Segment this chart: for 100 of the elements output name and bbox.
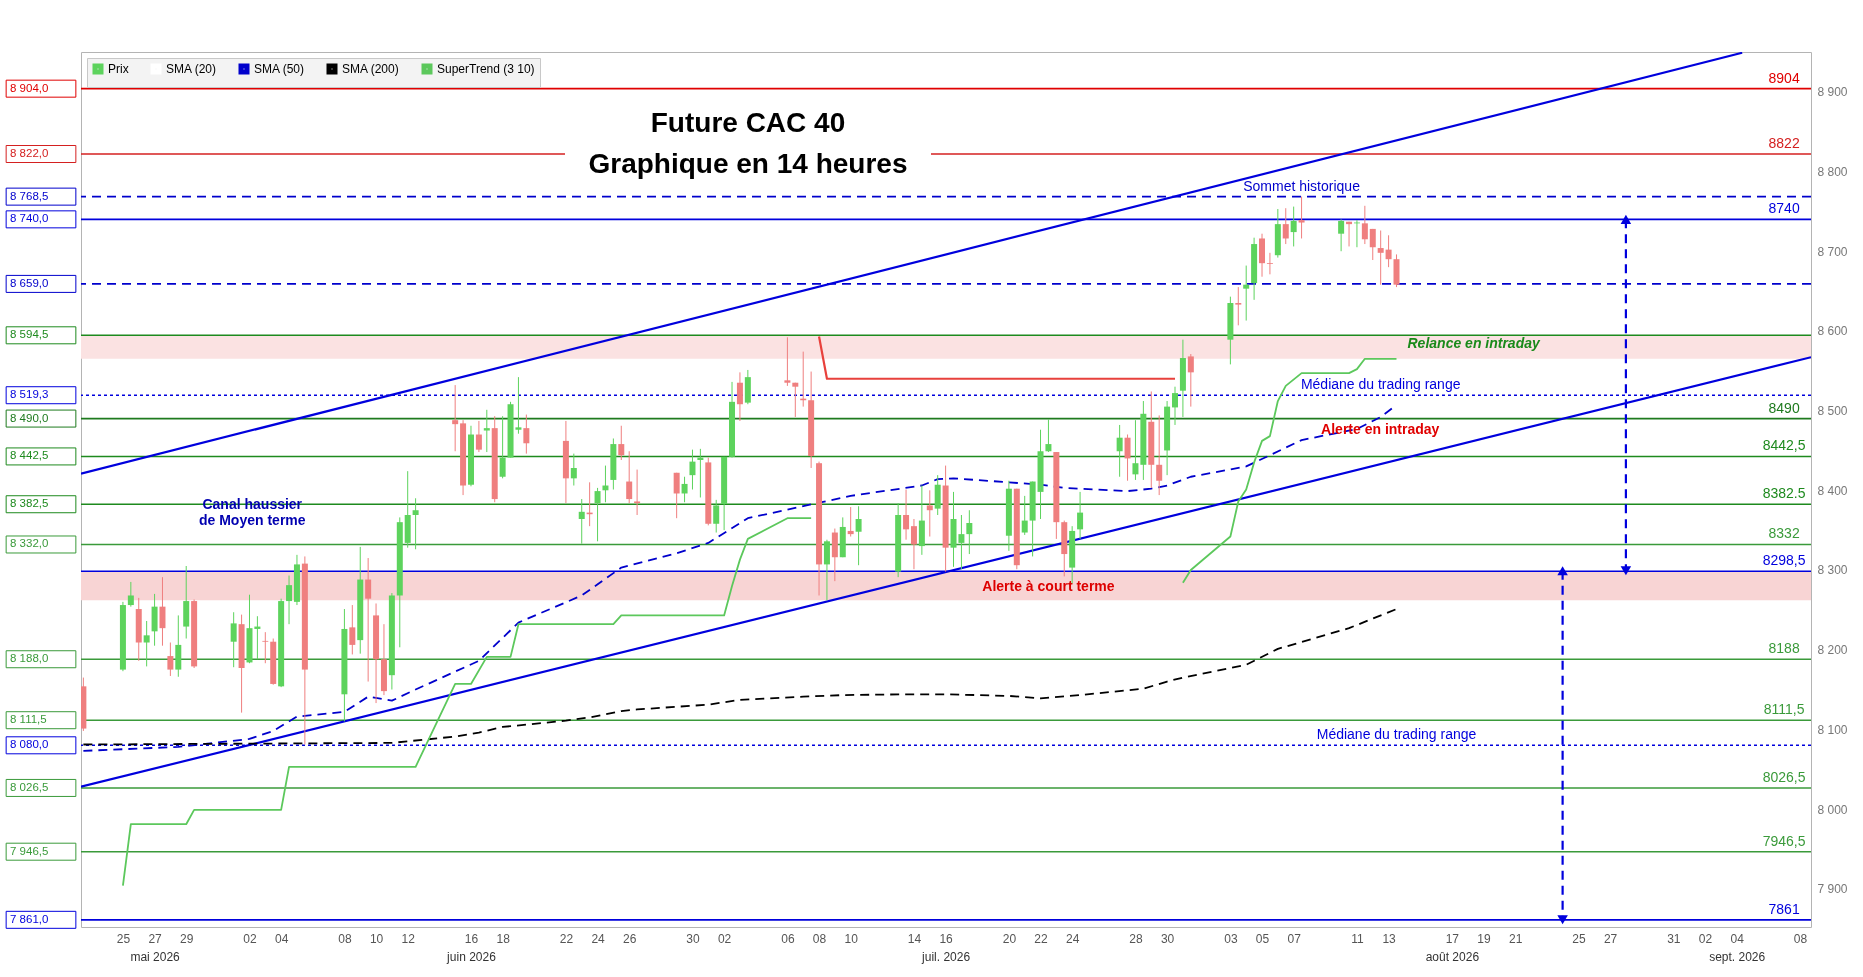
x-tick-label: 12 [401, 931, 416, 946]
candlestick [934, 474, 941, 516]
candlestick [1235, 286, 1242, 326]
candlestick [349, 604, 356, 655]
candlestick [1021, 495, 1028, 536]
x-tick-label: 03 [1224, 931, 1238, 946]
x-tick-label: 25 [116, 931, 131, 946]
candlestick [1369, 228, 1376, 261]
candlestick [1377, 230, 1384, 286]
candlestick [143, 620, 150, 667]
y-tick-label: 8 600 [1817, 324, 1848, 339]
annotation: Relance en intraday [1407, 335, 1541, 352]
annotation: 8332 [1768, 525, 1800, 542]
annotation: 8490 [1768, 399, 1800, 416]
candlestick [1361, 205, 1368, 245]
x-tick-label: 30 [1160, 931, 1175, 946]
candlestick [159, 576, 166, 647]
x-tick-label: 05 [1255, 931, 1270, 946]
x2-tick-label: juin 2026 [446, 949, 497, 964]
x-tick-label: 16 [939, 931, 954, 946]
x-tick-label: 25 [1572, 931, 1586, 946]
candlestick [1298, 196, 1305, 239]
x-tick-label: 19 [1477, 931, 1491, 946]
candlestick [1338, 218, 1345, 252]
candlestick [230, 611, 237, 668]
ref-line-label: 8 442,5 [10, 449, 49, 462]
x-tick-label: 14 [907, 931, 922, 946]
candlestick [127, 581, 134, 608]
candlestick [1156, 414, 1163, 496]
legend-label: Prix [108, 62, 129, 76]
ref-line-label: 8 904,0 [10, 81, 49, 94]
x-tick-label: 08 [1793, 931, 1808, 946]
candlestick [1116, 424, 1123, 478]
ref-line-label: 8 188,0 [10, 652, 49, 665]
x-tick-label: 08 [812, 931, 827, 946]
y-tick-label: 8 900 [1817, 85, 1848, 100]
candlestick [689, 449, 696, 490]
x-tick-label: 30 [686, 931, 700, 946]
x-tick-label: 22 [559, 931, 574, 946]
x-tick-label: 21 [1508, 931, 1523, 946]
annotation: Médiane du trading range [1300, 376, 1461, 393]
ref-line-label: 7 946,5 [10, 844, 49, 857]
x2-tick-label: août 2026 [1425, 949, 1480, 964]
candlestick [365, 557, 372, 683]
candlestick [910, 518, 917, 570]
candlestick [681, 476, 688, 503]
annotation: 7861 [1768, 900, 1800, 917]
candlestick [1282, 207, 1289, 245]
ref-line-label: 8 382,5 [10, 497, 49, 510]
candlestick [926, 489, 933, 538]
annotation: 8111,5 [1763, 701, 1805, 718]
candlestick [483, 409, 490, 453]
candlestick [594, 487, 601, 542]
y-tick-label: 8 400 [1817, 483, 1848, 498]
candlestick [736, 371, 743, 422]
legend-label: SMA (50) [254, 62, 305, 76]
annotation: 8740 [1768, 200, 1800, 217]
x-tick-label: 20 [1002, 931, 1017, 946]
annotation: Alerte à court terme [982, 578, 1115, 595]
y-tick-label: 8 000 [1817, 802, 1848, 817]
annotation: 8822 [1768, 135, 1800, 151]
candlestick [966, 509, 973, 555]
ref-line-label: 8 822,0 [10, 147, 49, 159]
ref-line-label: 7 861,0 [10, 912, 49, 925]
candlestick [523, 414, 530, 455]
candlestick [1266, 252, 1273, 275]
x-tick-label: 24 [591, 931, 606, 946]
candlestick [1045, 418, 1052, 453]
x-tick-label: 02 [1698, 931, 1713, 946]
candlestick [475, 420, 482, 453]
candlestick [713, 499, 720, 534]
x-tick-label: 28 [1129, 931, 1143, 946]
ref-line-label: 8 768,5 [10, 189, 49, 202]
x-tick-label: 26 [623, 931, 637, 946]
y-tick-label: 8 100 [1817, 722, 1848, 737]
ref-line-label: 8 519,3 [10, 388, 49, 401]
annotation: 7946,5 [1762, 832, 1806, 849]
candlestick [578, 498, 585, 545]
x-tick-label: 31 [1667, 931, 1681, 946]
candlestick [262, 631, 269, 664]
candlestick [823, 539, 830, 601]
legend-label: SMA (20) [166, 62, 217, 76]
candlestick [1385, 234, 1392, 268]
candlestick [452, 384, 459, 452]
candlestick [673, 472, 680, 519]
annotation: 8298,5 [1762, 552, 1806, 569]
candlestick [1290, 206, 1297, 247]
candlestick [626, 450, 633, 504]
x-tick-label: 18 [496, 931, 511, 946]
y-tick-label: 8 300 [1817, 563, 1848, 578]
annotation: 8026,5 [1762, 768, 1806, 785]
y-tick-label: 8 200 [1817, 643, 1848, 658]
annotation: 8382.5 [1762, 485, 1806, 502]
legend-label: SuperTrend (3 10) [437, 62, 535, 76]
y-tick-label: 8 700 [1817, 244, 1848, 259]
candlestick [847, 506, 854, 538]
candlestick [1124, 434, 1131, 482]
candlestick [286, 575, 293, 625]
y-tick-label: 8 500 [1817, 404, 1848, 419]
x-tick-label: 11 [1351, 931, 1364, 946]
